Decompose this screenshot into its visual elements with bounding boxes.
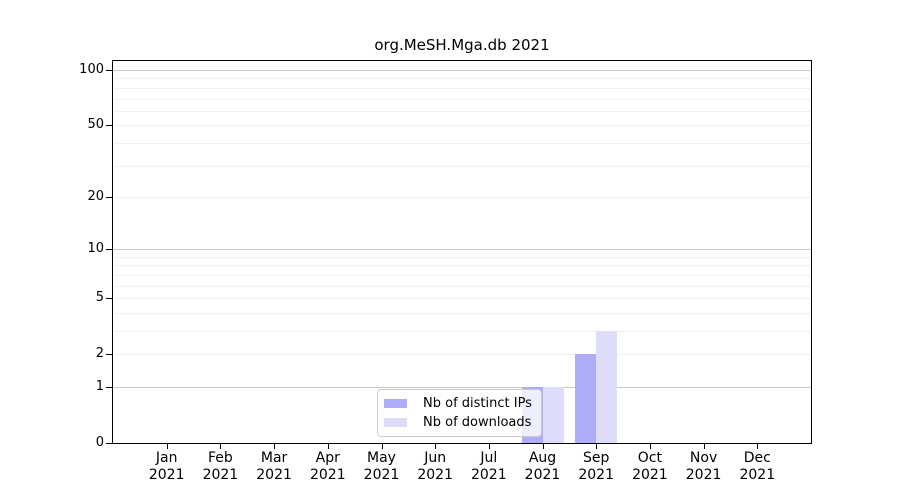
x-tick-label: Aug 2021 [524, 450, 561, 483]
gridline-minor [113, 165, 811, 167]
legend-swatch-distinct-ips [384, 399, 407, 408]
x-tick-mark [703, 444, 705, 449]
y-tick-label: 5 [95, 290, 104, 306]
y-tick-label: 1 [95, 379, 104, 394]
gridline-minor [113, 274, 811, 276]
gridline-minor [113, 196, 811, 198]
plot-area: Nb of distinct IPs Nb of downloads [112, 60, 812, 444]
gridline-minor [113, 331, 811, 332]
gridline-minor [113, 265, 811, 267]
legend-item-distinct-ips: Nb of distinct IPs [384, 395, 532, 412]
gridline-major [113, 249, 811, 251]
gridline-minor [113, 110, 811, 112]
x-tick-mark [381, 444, 383, 449]
legend-item-downloads: Nb of downloads [384, 414, 532, 431]
x-tick-mark [435, 444, 437, 449]
gridline-minor [113, 298, 811, 300]
gridline-minor [113, 285, 811, 287]
gridline-major [113, 387, 811, 388]
legend-swatch-downloads [384, 418, 407, 427]
gridline-minor [113, 98, 811, 100]
x-tick-label: Oct 2021 [632, 450, 668, 483]
y-tick-label: 50 [87, 117, 104, 133]
x-tick-mark [542, 444, 544, 449]
gridline-minor [113, 312, 811, 314]
gridline-major [113, 70, 811, 71]
gridline-minor [113, 125, 811, 127]
gridline-minor [113, 354, 811, 356]
x-tick-mark [596, 444, 598, 449]
x-tick-label: May 2021 [363, 450, 400, 483]
gridline-minor [113, 256, 811, 258]
gridline-minor [113, 87, 811, 89]
chart-title: org.MeSH.Mga.db 2021 [374, 36, 550, 54]
x-tick-mark [327, 444, 329, 449]
y-tick-label: 100 [79, 62, 104, 77]
legend: Nb of distinct IPs Nb of downloads [377, 389, 542, 437]
x-tick-mark [220, 444, 222, 449]
x-tick-label: Feb 2021 [202, 450, 239, 483]
legend-label-downloads: Nb of downloads [423, 415, 532, 430]
x-tick-mark [649, 444, 651, 449]
x-tick-label: Jan 2021 [148, 450, 185, 483]
x-tick-mark [488, 444, 490, 449]
x-tick-mark [166, 444, 168, 449]
y-tick-label: 10 [87, 241, 104, 257]
bar-distinct-ips-sep [575, 354, 597, 443]
y-tick-label: 2 [95, 346, 104, 362]
x-tick-label: Nov 2021 [685, 450, 722, 483]
gridline-minor [113, 142, 811, 144]
x-tick-label: Dec 2021 [739, 450, 776, 483]
x-tick-mark [757, 444, 759, 449]
x-tick-mark [274, 444, 276, 449]
x-tick-label: Jul 2021 [470, 450, 507, 483]
x-tick-label: Jun 2021 [417, 450, 453, 483]
bar-downloads-sep [596, 331, 618, 443]
legend-label-distinct-ips: Nb of distinct IPs [423, 396, 532, 411]
x-tick-label: Sep 2021 [578, 450, 614, 483]
bar-downloads-aug [542, 387, 564, 443]
x-tick-label: Apr 2021 [309, 450, 346, 483]
gridline-minor [113, 78, 811, 80]
x-tick-label: Mar 2021 [256, 450, 292, 483]
y-tick-label: 0 [95, 435, 104, 450]
y-tick-label: 20 [87, 188, 104, 204]
